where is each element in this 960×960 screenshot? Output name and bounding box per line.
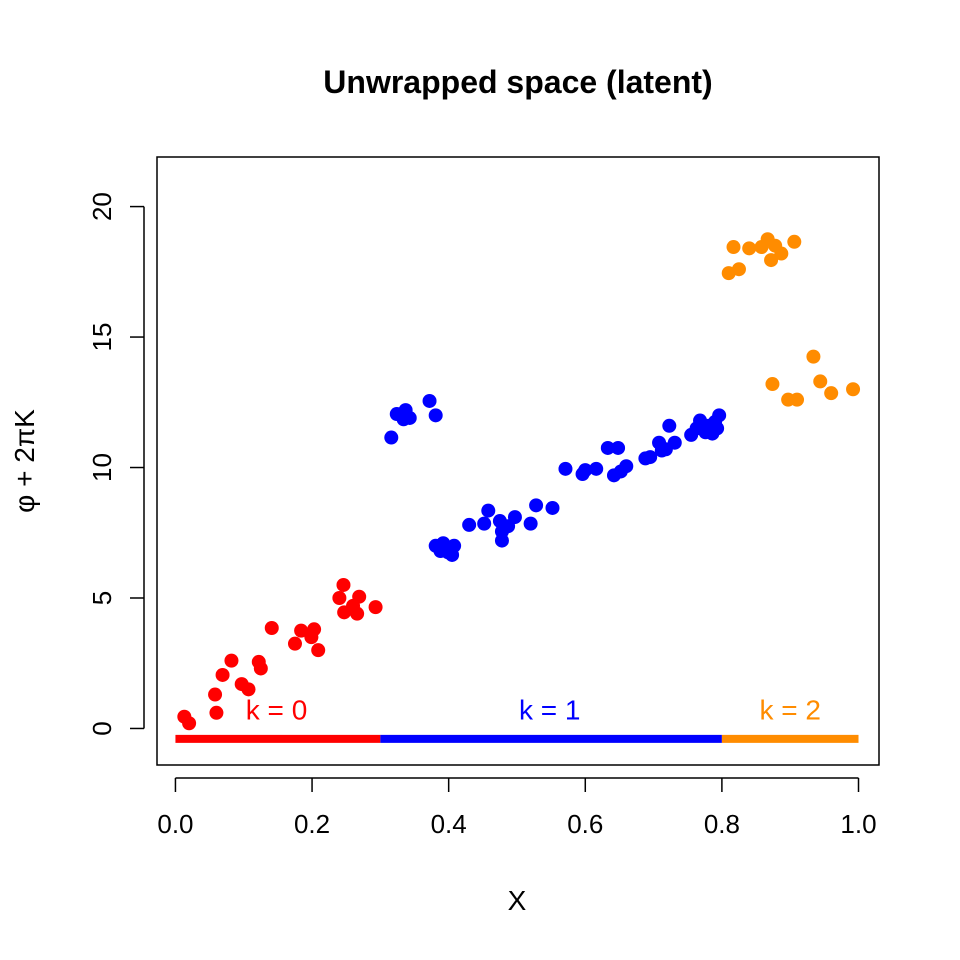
- x-axis: 0.0 0.2 0.4 0.6 0.8 1.0: [157, 777, 877, 839]
- data-point: [667, 435, 682, 450]
- data-point: [311, 643, 326, 658]
- x-tick-label: 0.6: [567, 809, 603, 839]
- data-point: [765, 377, 780, 392]
- data-point: [209, 705, 224, 720]
- y-tick-label: 10: [87, 453, 117, 482]
- data-point: [428, 408, 443, 423]
- chart-title: Unwrapped space (latent): [323, 64, 712, 100]
- data-point: [182, 716, 197, 731]
- data-point: [224, 653, 239, 668]
- data-point: [846, 382, 861, 397]
- data-point: [402, 410, 417, 425]
- data-point: [813, 374, 828, 389]
- plot-frame: [156, 156, 880, 766]
- data-point: [545, 500, 560, 515]
- y-tick-label: 0: [87, 721, 117, 735]
- data-points: [177, 232, 861, 731]
- data-point: [731, 262, 746, 277]
- y-tick-label: 5: [87, 591, 117, 605]
- data-point: [578, 463, 593, 478]
- data-point: [523, 516, 538, 531]
- data-point: [215, 667, 230, 682]
- data-point: [422, 393, 437, 408]
- y-tick-label: 15: [87, 323, 117, 352]
- data-point: [264, 621, 279, 636]
- data-point: [352, 589, 367, 604]
- data-point: [336, 577, 351, 592]
- x-tick-label: 0.0: [157, 809, 193, 839]
- data-point: [558, 461, 573, 476]
- x-tick-label: 0.8: [704, 809, 740, 839]
- data-point: [611, 440, 626, 455]
- y-axis-title: φ + 2πK: [9, 409, 40, 513]
- data-point: [824, 386, 839, 401]
- data-point: [507, 510, 522, 525]
- data-point: [332, 590, 347, 605]
- data-point: [790, 392, 805, 407]
- data-point: [208, 687, 223, 702]
- data-point: [600, 440, 615, 455]
- k-segment-label: k = 1: [519, 694, 580, 725]
- data-point: [447, 538, 462, 553]
- data-point: [287, 636, 302, 651]
- data-point: [712, 408, 727, 423]
- x-tick-label: 0.2: [294, 809, 330, 839]
- x-tick-label: 1.0: [840, 809, 876, 839]
- data-point: [384, 430, 399, 445]
- data-point: [710, 421, 725, 436]
- x-tick-label: 0.4: [431, 809, 467, 839]
- data-point: [294, 623, 309, 638]
- data-point: [350, 606, 365, 621]
- x-axis-title: X: [508, 885, 527, 916]
- data-point: [307, 622, 322, 637]
- data-point: [764, 253, 779, 268]
- data-point: [643, 450, 658, 465]
- y-tick-label: 20: [87, 192, 117, 221]
- data-point: [787, 234, 802, 249]
- data-point: [742, 241, 757, 256]
- data-point: [806, 349, 821, 364]
- data-point: [662, 418, 677, 433]
- y-axis: 0 5 10 15 20: [87, 192, 145, 736]
- data-point: [462, 517, 477, 532]
- data-point: [368, 600, 383, 615]
- data-point: [619, 459, 634, 474]
- data-point: [529, 498, 544, 513]
- data-point: [477, 516, 492, 531]
- data-point: [726, 240, 741, 255]
- k-segment-label: k = 0: [246, 694, 307, 725]
- data-point: [253, 661, 268, 676]
- data-point: [774, 246, 789, 261]
- k-segment-label: k = 2: [759, 694, 820, 725]
- data-point: [481, 503, 496, 518]
- data-point: [241, 682, 256, 697]
- k-segments: k = 0 k = 1 k = 2: [175, 694, 859, 743]
- data-point: [589, 461, 604, 476]
